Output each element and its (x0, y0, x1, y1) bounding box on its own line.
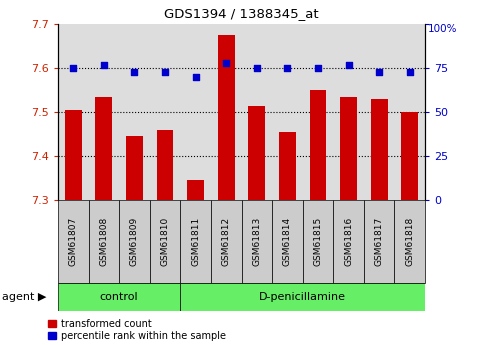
Text: GSM61813: GSM61813 (252, 217, 261, 266)
Text: GSM61809: GSM61809 (130, 217, 139, 266)
Bar (119, 200, 150, 283)
Bar (242, 200, 272, 283)
Text: GSM61816: GSM61816 (344, 217, 353, 266)
Text: control: control (100, 292, 139, 302)
Text: GSM61817: GSM61817 (375, 217, 384, 266)
Bar (126, 136, 143, 200)
Bar (58, 283, 180, 310)
Bar (371, 99, 387, 200)
Bar (218, 35, 235, 200)
Bar (272, 200, 303, 283)
Bar (248, 106, 265, 200)
Bar (96, 97, 112, 200)
Point (192, 74, 199, 80)
Point (222, 60, 230, 66)
Legend: transformed count, percentile rank within the sample: transformed count, percentile rank withi… (48, 319, 226, 341)
Bar (279, 132, 296, 200)
Bar (180, 200, 211, 283)
Bar (395, 200, 425, 283)
Bar (58, 200, 88, 283)
Text: GSM61808: GSM61808 (99, 217, 108, 266)
Bar (150, 200, 180, 283)
Text: GSM61810: GSM61810 (160, 217, 170, 266)
Bar (88, 200, 119, 283)
Point (314, 66, 322, 71)
Bar (364, 200, 395, 283)
Bar (333, 200, 364, 283)
Bar (187, 180, 204, 200)
Text: 100%: 100% (427, 24, 457, 34)
Bar (156, 130, 173, 200)
Point (375, 69, 383, 75)
Point (253, 66, 261, 71)
Title: GDS1394 / 1388345_at: GDS1394 / 1388345_at (164, 7, 319, 20)
Text: GSM61815: GSM61815 (313, 217, 323, 266)
Text: GSM61807: GSM61807 (69, 217, 78, 266)
Point (161, 69, 169, 75)
Point (406, 69, 413, 75)
Bar (303, 200, 333, 283)
Text: GSM61812: GSM61812 (222, 217, 231, 266)
Bar (211, 200, 242, 283)
Bar (65, 110, 82, 200)
Text: GSM61818: GSM61818 (405, 217, 414, 266)
Bar (401, 112, 418, 200)
Text: D-penicillamine: D-penicillamine (259, 292, 346, 302)
Text: GSM61814: GSM61814 (283, 217, 292, 266)
Bar (340, 97, 357, 200)
Text: GSM61811: GSM61811 (191, 217, 200, 266)
Point (345, 62, 353, 67)
Bar (310, 90, 327, 200)
Bar (180, 283, 425, 310)
Point (284, 66, 291, 71)
Text: agent ▶: agent ▶ (2, 292, 47, 302)
Point (130, 69, 138, 75)
Point (70, 66, 77, 71)
Point (100, 62, 108, 67)
